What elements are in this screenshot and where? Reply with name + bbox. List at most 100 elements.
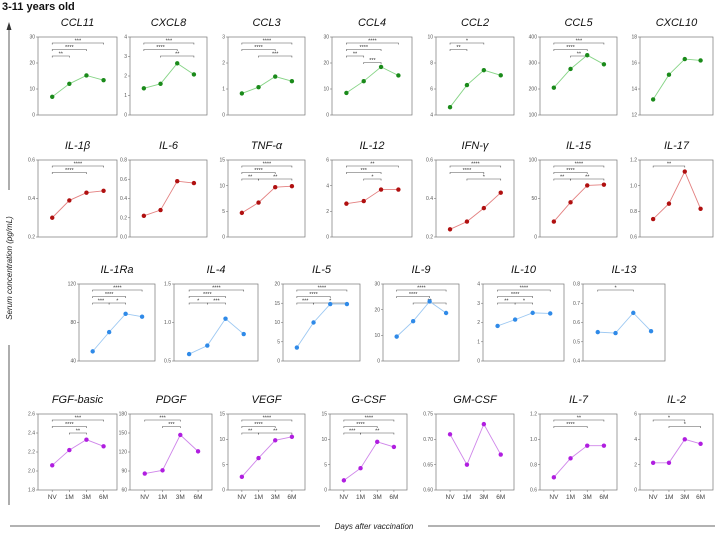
significance-label: **: [577, 51, 582, 57]
significance-label: *: [614, 285, 617, 291]
data-point-6m: [101, 77, 106, 83]
y-tick-label: 10: [323, 87, 329, 93]
significance-bracket: [92, 296, 126, 298]
plot-frame: [382, 283, 460, 362]
y-tick-label: 15: [219, 158, 225, 164]
y-tick-label: 0.6: [426, 158, 433, 164]
significance-label: **: [273, 428, 278, 434]
y-tick-label: 120: [68, 282, 77, 288]
y-tick-label: 0: [634, 488, 637, 494]
significance-label: ****: [263, 38, 272, 44]
y-tick-label: 10: [219, 183, 225, 189]
panel-title: IFN-γ: [462, 140, 490, 152]
significance-label: ****: [65, 422, 74, 428]
significance-bracket: [597, 289, 634, 292]
y-tick-label: 6: [326, 158, 329, 164]
significance-label: ****: [511, 292, 520, 298]
y-tick-label: 40: [70, 359, 76, 365]
plot-frame: [639, 159, 714, 238]
series-line: [449, 69, 501, 108]
significance-label: ****: [318, 285, 327, 291]
series-line: [553, 445, 604, 478]
significance-label: ****: [417, 285, 426, 291]
y-tick-label: 2: [634, 462, 637, 468]
y-tick-label: 0.8: [120, 158, 127, 164]
y-tick-label: 1.0: [630, 183, 637, 189]
data-point-6m: [289, 434, 295, 439]
series-line: [652, 170, 702, 220]
y-tick-label: 0: [124, 113, 127, 119]
data-point-6m: [191, 180, 197, 186]
panel-title: CXCL10: [656, 17, 698, 29]
x-tick-label: NV: [48, 494, 58, 501]
series-line: [449, 192, 502, 230]
significance-bracket: [258, 432, 293, 435]
data-point-3m: [682, 56, 687, 62]
series-line: [92, 313, 143, 352]
significance-label: ***: [213, 298, 220, 304]
panel-title: IL-1Ra: [100, 264, 133, 276]
panel-title: IL-15: [566, 140, 592, 152]
plot-frame: [173, 283, 259, 362]
data-point-6m: [391, 444, 397, 450]
y-tick-label: 2.2: [28, 450, 35, 456]
y-tick-label: 180: [119, 412, 128, 418]
data-point-3m: [481, 421, 487, 427]
significance-bracket: [188, 296, 226, 298]
significance-label: *: [668, 415, 671, 421]
significance-label: **: [273, 174, 278, 180]
series-line: [241, 436, 293, 478]
data-point-nv: [239, 474, 245, 480]
significance-bracket: [143, 49, 178, 51]
significance-bracket: [51, 172, 87, 174]
plot-frame: [331, 36, 413, 116]
y-tick-label: 4: [124, 35, 127, 41]
data-point-6m: [601, 62, 607, 67]
significance-bracket: [162, 426, 181, 428]
panels: CCL110102030*********CXCL801234*********…: [28, 17, 714, 501]
data-point-1m: [361, 79, 366, 84]
significance-label: **: [560, 174, 565, 180]
panel-il-2: IL-2 0 2 4 6 * * NV 1M 3M 6M: [634, 394, 714, 501]
y-tick-label: 5: [222, 462, 225, 468]
y-tick-label: 0.4: [28, 196, 35, 202]
y-tick-label: 0.70: [423, 437, 433, 443]
significance-bracket: [343, 419, 395, 422]
y-tick-label: 15: [219, 412, 225, 418]
series-line: [653, 438, 701, 464]
significance-bracket: [51, 426, 87, 428]
panel-il-4: IL-40.51.01.5********* ***: [164, 264, 259, 365]
data-point-nv: [142, 471, 147, 476]
data-point-nv: [50, 94, 55, 100]
x-tick-label: 1M: [566, 494, 575, 501]
x-tick-label: 1M: [65, 494, 74, 501]
data-point-6m: [443, 310, 449, 316]
significance-bracket: [466, 178, 502, 181]
y-tick-label: 30: [323, 35, 329, 41]
data-point-6m: [289, 183, 295, 189]
y-tick-label: 0: [534, 235, 537, 241]
y-axis-arrow: [6, 22, 12, 505]
data-point-1m: [464, 219, 470, 224]
panel-title: IL-13: [611, 264, 637, 276]
panel-title: TNF-α: [251, 140, 283, 152]
significance-label: ****: [463, 168, 472, 174]
data-point-1m: [666, 460, 672, 465]
data-point-3m: [328, 301, 333, 307]
plot-frame: [582, 283, 666, 362]
y-tick-label: 4: [326, 183, 329, 189]
panel-title: CXCL8: [151, 17, 187, 29]
y-tick-label: 0.6: [573, 320, 580, 326]
y-tick-label: 12: [631, 113, 637, 119]
data-point-6m: [396, 187, 401, 192]
data-point-6m: [101, 188, 106, 193]
significance-label: **: [585, 174, 590, 180]
panel-il-1-: IL-1β 0.2 0.4 0.6 ********: [28, 140, 118, 241]
significance-label: ****: [356, 422, 365, 428]
data-point-1m: [158, 81, 163, 87]
significance-label: ***: [159, 415, 166, 421]
